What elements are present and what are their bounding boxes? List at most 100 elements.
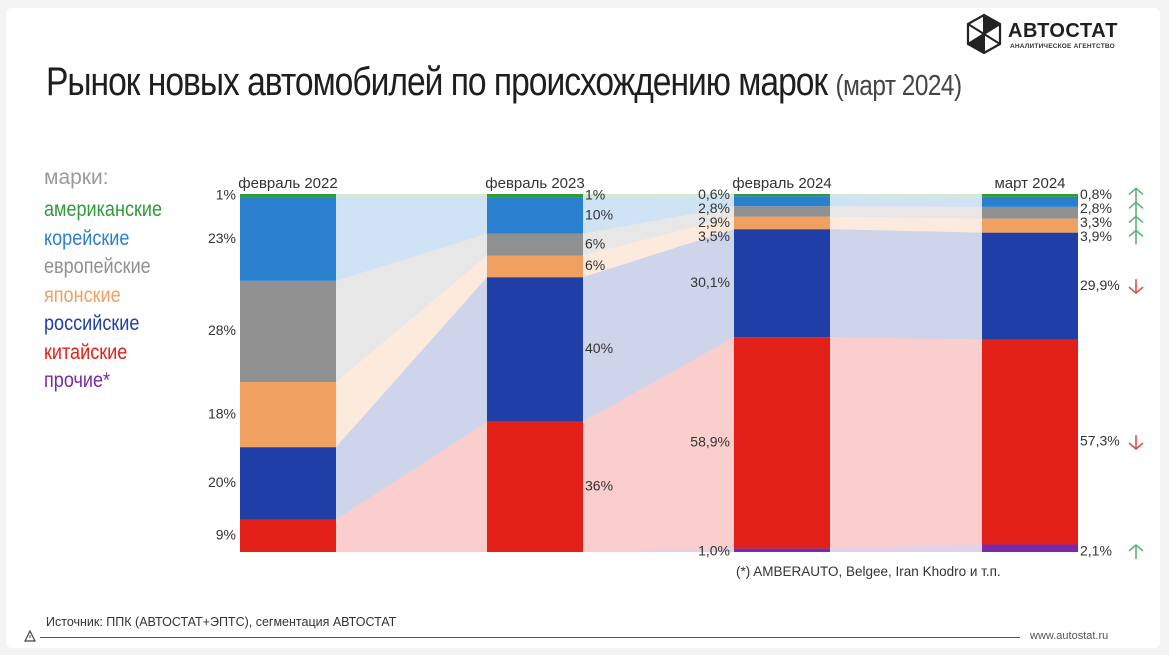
bar-segment-европейские-0: [240, 280, 336, 383]
data-label-прочие*-2: 1,0%: [698, 543, 730, 559]
chart-legend: марки: американские корейские европейские я…: [44, 166, 181, 396]
legend-item-6: прочие*: [44, 369, 111, 392]
trend-arrow-down-icon: [1128, 279, 1144, 295]
bar-segment-китайские-0: [240, 519, 336, 552]
hexagon-logo-icon: [966, 13, 1002, 55]
flow-bands: [336, 194, 982, 552]
flow-прочие*-1: [583, 548, 734, 552]
flow-японские-2: [830, 216, 982, 233]
flow-европейские-2: [830, 206, 982, 219]
bar-segment-корейские-3: [982, 196, 1078, 207]
warning-icon: [24, 630, 36, 642]
logo-brand: АВТОСТАТ: [1008, 20, 1118, 42]
bar-segment-прочие*-3: [982, 544, 1078, 552]
trend-arrow-up-icon: [1128, 187, 1144, 203]
flow-японские-1: [583, 216, 734, 278]
data-label-европейские-1: 6%: [585, 235, 605, 251]
bar-segment-корейские-0: [240, 197, 336, 281]
trend-arrow-up-icon: [1128, 543, 1144, 559]
bar-segment-японские-0: [240, 382, 336, 448]
bar-segment-корейские-2: [734, 196, 830, 207]
flow-российские-0: [336, 277, 487, 520]
data-label-китайские-3: 57,3%: [1080, 433, 1120, 449]
bar-segment-китайские-2: [734, 337, 830, 549]
trend-arrow-up-icon: [1128, 229, 1144, 245]
data-label-российские-1: 40%: [585, 340, 613, 356]
logo-tagline: АНАЛИТИЧЕСКОЕ АГЕНТСТВО: [1010, 43, 1115, 50]
data-label-китайские-1: 36%: [585, 478, 613, 494]
flow-европейские-1: [583, 206, 734, 256]
bar-segment-американские-2: [734, 194, 830, 197]
category-label-0: февраль 2022: [238, 175, 337, 192]
flow-корейские-1: [583, 196, 734, 234]
legend-item-3: японские: [44, 283, 121, 307]
page-title: Рынок новых автомобилей по происхождению…: [46, 60, 962, 105]
flow-корейские-2: [830, 196, 982, 207]
autostat-logo: АВТОСТАТ АНАЛИТИЧЕСКОЕ АГЕНТСТВО: [962, 12, 1142, 56]
bar-group-1: [487, 194, 583, 552]
flow-европейские-0: [336, 233, 487, 383]
bar-group-2: [734, 194, 830, 552]
bar-segment-российские-1: [487, 277, 583, 422]
source-note: Источник: ППК (АВТОСТАТ+ЭПТС), сегментац…: [46, 615, 397, 629]
bar-segment-европейские-2: [734, 206, 830, 217]
bottom-divider: [40, 637, 1020, 638]
data-label-китайские-2: 58,9%: [690, 433, 730, 449]
legend-items: американские корейские европейские японские…: [44, 196, 181, 396]
category-label-3: март 2024: [994, 175, 1065, 192]
bar-segment-европейские-3: [982, 206, 1078, 219]
data-label-американские-0: 1%: [216, 187, 236, 203]
flow-российские-2: [830, 229, 982, 340]
website-url: www.autostat.ru: [1030, 630, 1109, 642]
data-label-российские-0: 20%: [208, 474, 236, 490]
data-label-американские-1: 1%: [585, 187, 605, 203]
flow-российские-1: [583, 229, 734, 422]
bar-segment-корейские-1: [487, 197, 583, 234]
data-label-корейские-2: 2,8%: [698, 200, 730, 216]
bar-segment-российские-2: [734, 229, 830, 338]
data-label-китайские-0: 9%: [216, 526, 236, 542]
trend-arrow-up-icon: [1128, 201, 1144, 217]
flow-китайские-0: [336, 421, 487, 552]
bar-segment-прочие*-2: [734, 548, 830, 552]
data-label-европейские-0: 28%: [208, 322, 236, 338]
category-label-2: февраль 2024: [732, 175, 831, 192]
trend-arrow-up-icon: [1128, 215, 1144, 231]
bar-segment-российские-0: [240, 447, 336, 520]
data-label-японские-0: 18%: [208, 405, 236, 421]
bar-segment-американские-1: [487, 194, 583, 198]
title-period: (март 2024): [835, 70, 962, 102]
legend-item-5: китайские: [44, 340, 128, 364]
flow-американские-1: [583, 194, 734, 198]
flow-прочие*-2: [830, 544, 982, 552]
footnote: (*) AMBERAUTO, Belgee, Iran Khodro и т.п…: [736, 564, 1001, 579]
bar-group-3: [982, 194, 1078, 552]
flow-американские-2: [830, 194, 982, 197]
trend-arrow-down-icon: [1128, 435, 1144, 451]
data-label-корейские-3: 2,8%: [1080, 200, 1112, 216]
flow-корейские-0: [336, 197, 487, 281]
title-text: Рынок новых автомобилей по происхождению…: [46, 60, 828, 104]
bar-segment-китайские-3: [982, 339, 1078, 545]
flow-китайские-2: [830, 337, 982, 549]
legend-item-2: европейские: [44, 255, 151, 278]
data-label-российские-3: 29,9%: [1080, 277, 1120, 293]
category-label-1: февраль 2023: [485, 175, 584, 192]
bar-segment-американские-0: [240, 194, 336, 198]
flow-китайские-1: [583, 337, 734, 552]
bar-segment-российские-3: [982, 232, 1078, 340]
data-label-японские-1: 6%: [585, 257, 605, 273]
legend-title: марки:: [44, 166, 109, 189]
bar-segment-китайские-1: [487, 421, 583, 552]
flow-японские-0: [336, 255, 487, 448]
legend-item-4: российские: [44, 312, 140, 335]
data-label-японские-3: 3,9%: [1080, 228, 1112, 244]
bar-segment-японские-1: [487, 255, 583, 278]
data-label-корейские-1: 10%: [585, 206, 613, 222]
bar-segment-американские-3: [982, 194, 1078, 197]
data-label-прочие*-3: 2,1%: [1080, 543, 1112, 559]
legend-item-0: американские: [44, 198, 163, 221]
data-label-российские-2: 30,1%: [690, 274, 730, 290]
flow-американские-0: [336, 194, 487, 198]
